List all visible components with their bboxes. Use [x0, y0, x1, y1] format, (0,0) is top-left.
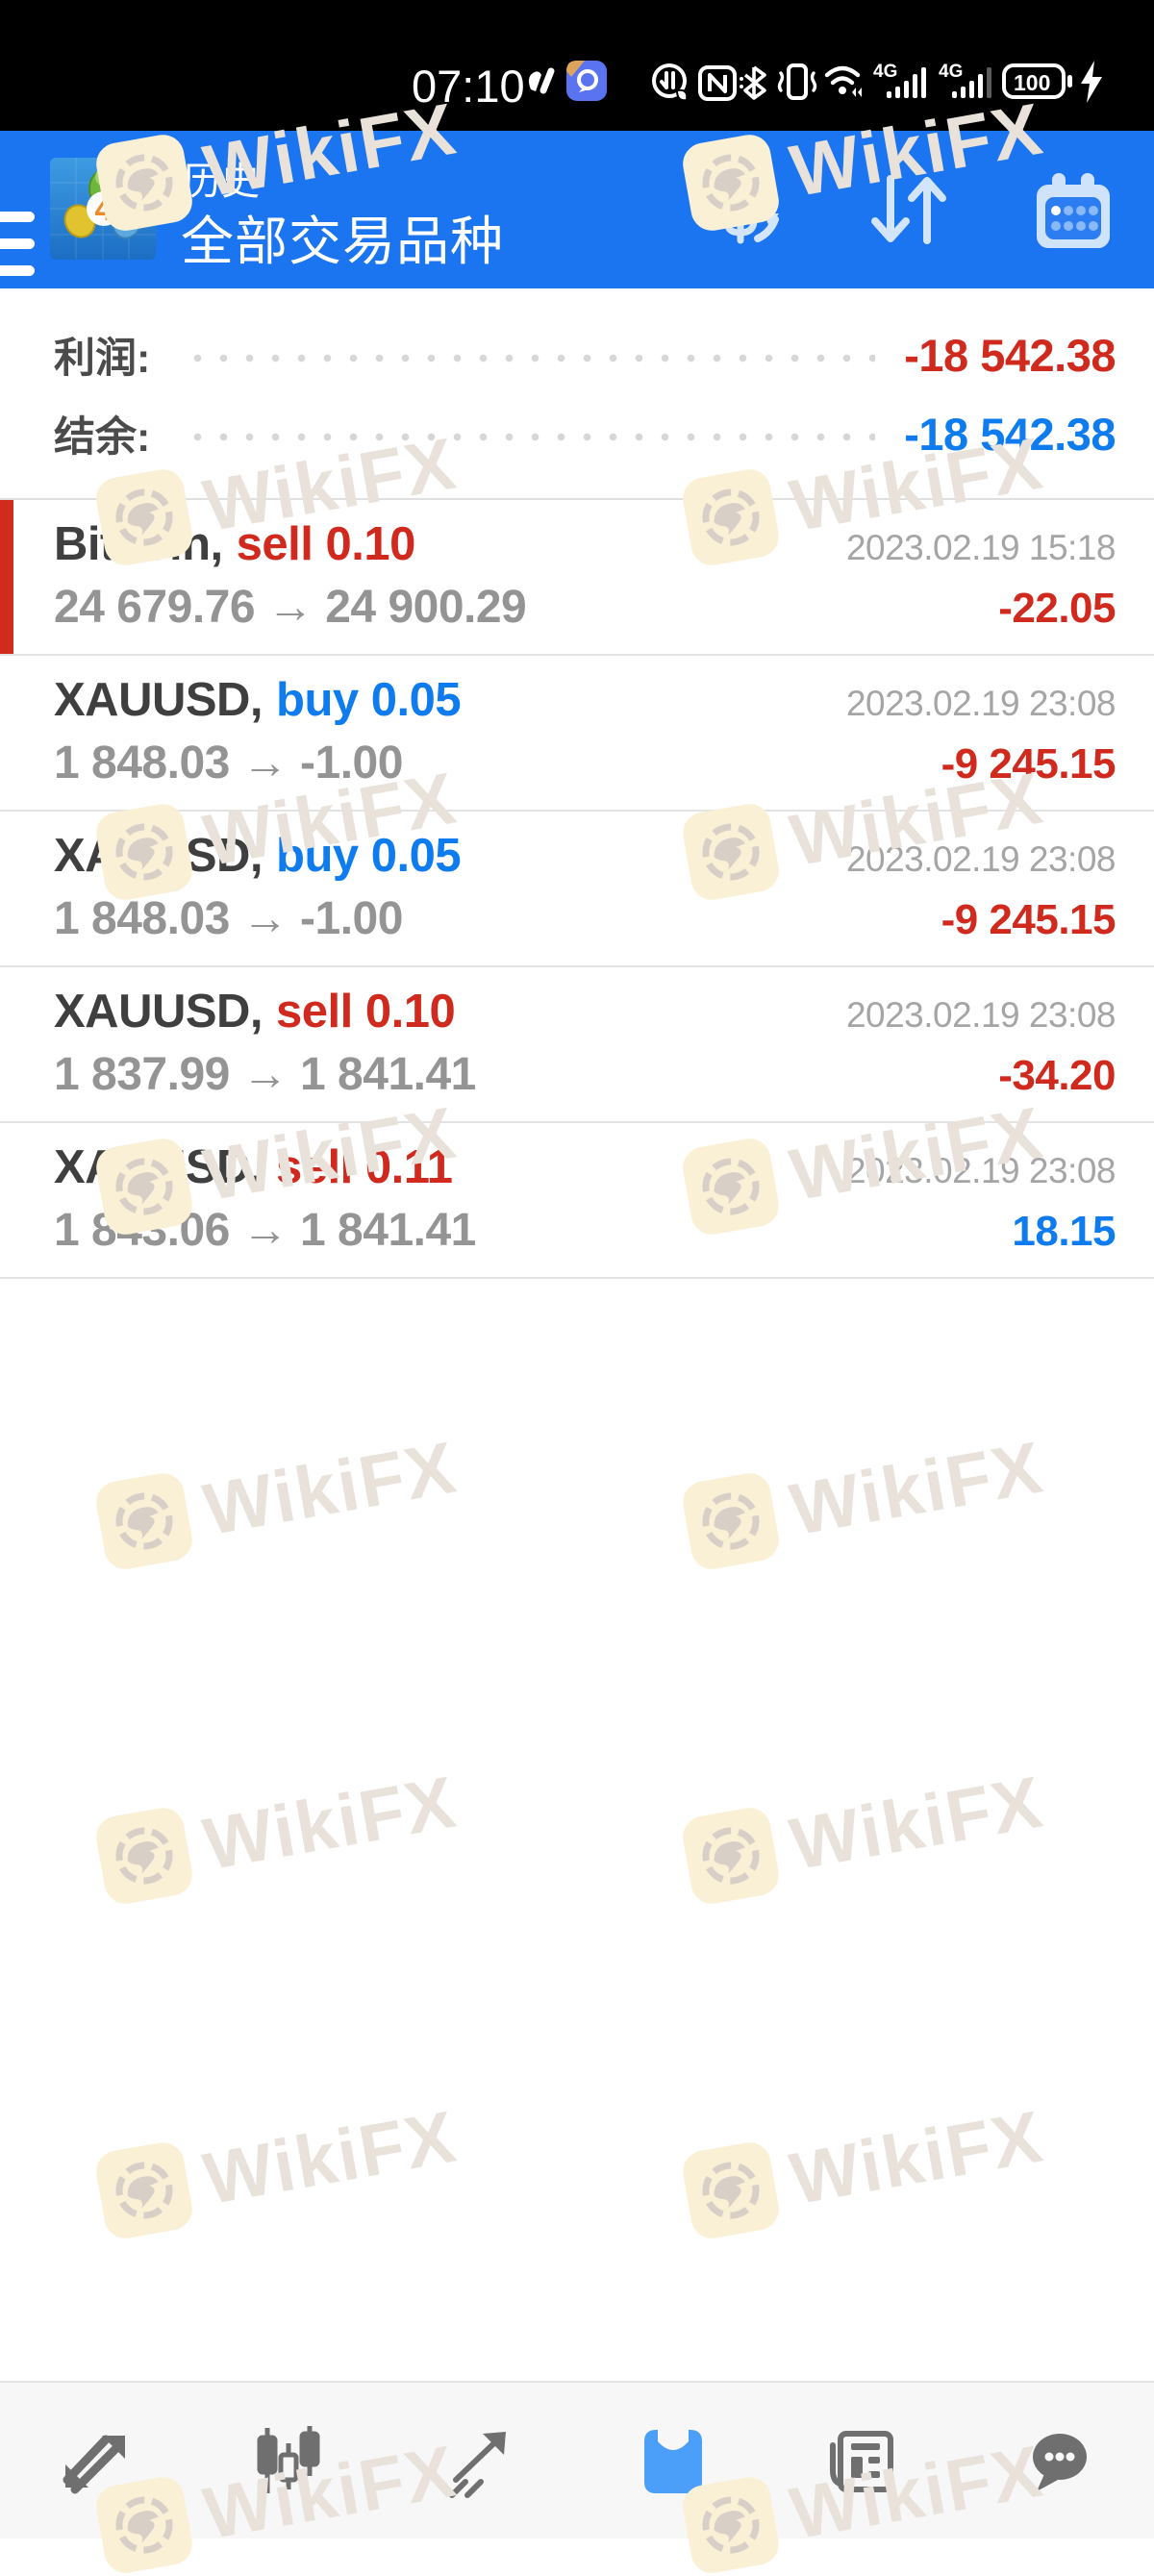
wikifx-watermark: WikiFX	[92, 1758, 464, 1908]
svg-text:4G: 4G	[939, 62, 963, 82]
wifi-icon	[824, 65, 862, 97]
nav-messages[interactable]	[962, 2383, 1154, 2538]
signal-4g-icon: 4G	[939, 62, 998, 105]
nav-news[interactable]	[769, 2383, 962, 2538]
wikifx-logo-icon	[679, 1469, 783, 1573]
trade-side: sell 0.10	[236, 518, 416, 570]
watermark-text: WikiFX	[197, 1426, 464, 1551]
status-time: 07:10	[412, 61, 525, 112]
wikifx-logo-icon	[92, 1804, 196, 1908]
mt4-logo: 4	[50, 158, 156, 260]
trade-symbol: XAUUSD,	[54, 674, 263, 726]
trade-profit: -34.20	[998, 1052, 1116, 1099]
trade-profit: -9 245.15	[941, 740, 1116, 788]
bottom-nav	[0, 2381, 1154, 2538]
trade-symbol: Bitcoin,	[54, 518, 223, 570]
trade-side: sell 0.11	[276, 1141, 453, 1193]
trade-side: sell 0.10	[276, 986, 456, 1038]
wikifx-eagle-icon	[115, 1492, 173, 1550]
wikifx-watermark: WikiFX	[679, 2092, 1050, 2242]
trade-profit: -9 245.15	[941, 896, 1116, 943]
page-title: 历史	[183, 161, 260, 203]
wikifx-logo-icon	[679, 2138, 783, 2242]
data-saver-icon	[652, 63, 689, 102]
charging-bolt-icon	[1081, 61, 1102, 103]
trade-datetime: 2023.02.19 23:08	[845, 1151, 1116, 1190]
trade-profit: 18.15	[1012, 1208, 1116, 1255]
balance-label: 结余:	[54, 414, 151, 461]
wikifx-eagle-icon	[702, 1492, 760, 1550]
trade-prices: 1 837.99 → 1 841.41	[54, 1049, 476, 1100]
assistant-app-icon	[566, 61, 607, 101]
trade-datetime: 2023.02.19 23:08	[845, 839, 1116, 879]
trade-row[interactable]: XAUUSD, buy 0.05 2023.02.19 23:08 1 848.…	[0, 656, 1154, 812]
wikifx-logo-icon	[92, 1469, 196, 1573]
trade-side: buy 0.05	[276, 830, 462, 882]
wikifx-watermark: WikiFX	[92, 1423, 464, 1573]
signal-4g-icon: 4G	[873, 62, 933, 105]
trade-prices: 1 848.03 → -1.00	[54, 893, 403, 944]
trade-profit: -22.05	[998, 585, 1116, 632]
wikifx-eagle-icon	[702, 1827, 760, 1885]
watermark-text: WikiFX	[784, 1426, 1050, 1551]
wikifx-watermark: WikiFX	[679, 1758, 1050, 1908]
trade-prices: 1 848.03 → -1.00	[54, 738, 403, 788]
wikifx-logo-icon	[679, 1804, 783, 1908]
balance-value: -18 542.38	[904, 408, 1116, 460]
trade-symbol: XAUUSD,	[54, 1141, 263, 1193]
trade-list: Bitcoin, sell 0.10 2023.02.19 15:18 24 6…	[0, 498, 1154, 1279]
svg-text:4G: 4G	[873, 62, 897, 82]
vibrate-icon	[777, 63, 817, 100]
nav-quotes[interactable]	[0, 2383, 192, 2538]
watermark-text: WikiFX	[784, 2095, 1050, 2220]
trade-row[interactable]: XAUUSD, sell 0.11 2023.02.19 23:08 1 843…	[0, 1123, 1154, 1279]
nav-charts[interactable]	[192, 2383, 385, 2538]
trade-datetime: 2023.02.19 15:18	[845, 528, 1116, 567]
wikifx-logo-icon	[92, 2138, 196, 2242]
currency-exchange-icon[interactable]	[698, 171, 783, 248]
sort-updown-icon[interactable]	[864, 171, 952, 248]
heart-rate-app-icon	[528, 67, 555, 94]
trade-symbol: XAUUSD,	[54, 830, 263, 882]
status-bar: 07:10	[0, 0, 1154, 131]
trade-datetime: 2023.02.19 23:08	[845, 684, 1116, 723]
trade-row[interactable]: Bitcoin, sell 0.10 2023.02.19 15:18 24 6…	[0, 500, 1154, 656]
trade-row[interactable]: XAUUSD, sell 0.10 2023.02.19 23:08 1 837…	[0, 967, 1154, 1123]
profit-label: 利润:	[54, 336, 151, 382]
bluetooth-icon	[740, 65, 766, 100]
trade-datetime: 2023.02.19 23:08	[845, 995, 1116, 1035]
watermark-text: WikiFX	[784, 1761, 1050, 1886]
app-header: 4 历史 全部交易品种	[0, 131, 1154, 288]
menu-hamburger-icon[interactable]	[0, 212, 35, 292]
account-summary: 利润: -18 542.38 结余: -18 542.38	[0, 288, 1154, 498]
trade-prices: 24 679.76 → 24 900.29	[54, 582, 527, 633]
svg-text:4: 4	[95, 191, 113, 228]
trade-prices: 1 843.06 → 1 841.41	[54, 1205, 476, 1256]
wikifx-eagle-icon	[115, 2162, 173, 2219]
profit-value: -18 542.38	[904, 329, 1116, 381]
watermark-text: WikiFX	[197, 2095, 464, 2220]
wikifx-eagle-icon	[702, 2162, 760, 2219]
selected-accent-bar	[0, 500, 13, 654]
dotted-leader	[185, 432, 876, 441]
wikifx-watermark: WikiFX	[92, 2092, 464, 2242]
trade-symbol: XAUUSD,	[54, 986, 263, 1038]
nav-history[interactable]	[577, 2383, 769, 2538]
svg-text:100: 100	[1014, 70, 1050, 95]
symbols-filter-title[interactable]: 全部交易品种	[181, 212, 505, 271]
wikifx-eagle-icon	[115, 1827, 173, 1885]
wikifx-watermark: WikiFX	[679, 1423, 1050, 1573]
trade-row[interactable]: XAUUSD, buy 0.05 2023.02.19 23:08 1 848.…	[0, 812, 1154, 967]
dotted-leader	[185, 353, 876, 363]
battery-icon: 100	[1002, 63, 1073, 105]
calendar-icon[interactable]	[1029, 171, 1116, 252]
nfc-icon	[698, 65, 737, 101]
trade-side: buy 0.05	[276, 674, 462, 726]
watermark-text: WikiFX	[197, 1761, 464, 1886]
nav-trade[interactable]	[385, 2383, 577, 2538]
